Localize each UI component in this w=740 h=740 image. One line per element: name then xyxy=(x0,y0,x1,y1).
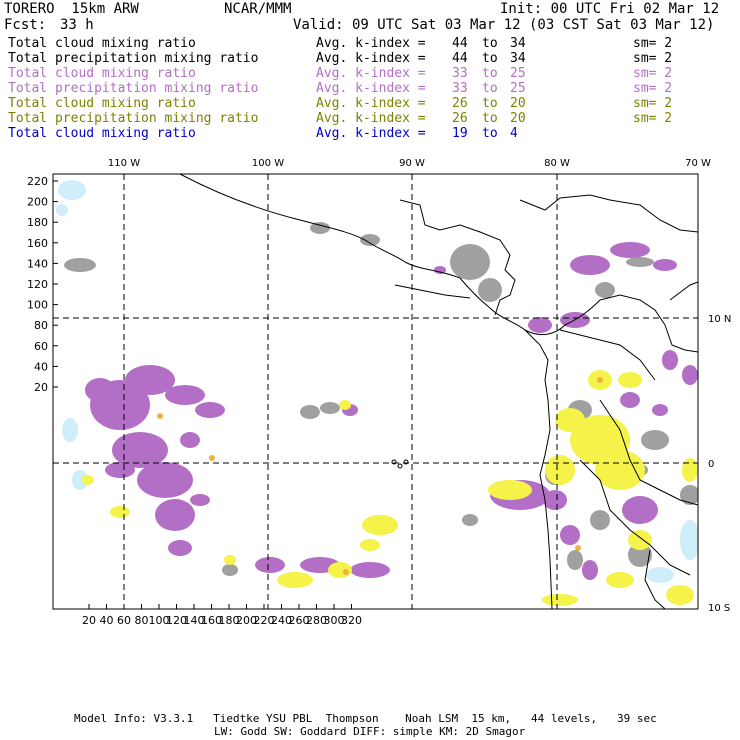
model-info-line1: Model Info: V3.3.1 Tiedtke YSU PBL Thomp… xyxy=(74,712,657,725)
legend-stat: Avg. k-index = xyxy=(316,96,426,111)
x-tick-label: 40 xyxy=(100,614,114,627)
lon-label: 90 W xyxy=(399,158,425,169)
lon-label: 80 W xyxy=(544,158,570,169)
legend-to-word: to xyxy=(482,126,498,141)
model-title: TORERO 15km ARW xyxy=(4,1,139,17)
legend-stat: Avg. k-index = xyxy=(316,126,426,141)
legend-to-word: to xyxy=(482,96,498,111)
x-tick-label: 160 xyxy=(201,614,222,627)
orange-core-field xyxy=(157,377,603,575)
center-name: NCAR/MMM xyxy=(224,1,292,17)
gray-cloud-field xyxy=(64,222,698,588)
legend-field: Total cloud mixing ratio xyxy=(8,96,196,111)
x-tick-label: 240 xyxy=(271,614,292,627)
y-tick-label: 20 xyxy=(34,381,48,394)
lightblue-cloud-field xyxy=(56,180,698,583)
y-tick-label: 160 xyxy=(27,237,48,250)
legend-to: 20 xyxy=(510,96,526,111)
init-time: Init: 00 UTC Fri 02 Mar 12 xyxy=(500,1,720,17)
y-tick-label: 60 xyxy=(34,340,48,353)
y-tick-label: 40 xyxy=(34,360,48,373)
legend-to: 20 xyxy=(510,111,526,126)
legend-from: 33 xyxy=(452,81,468,96)
x-tick-label: 20 xyxy=(82,614,96,627)
y-tick-label: 100 xyxy=(27,299,48,312)
forecast-hours: 33 h xyxy=(60,17,94,33)
x-tick-label: 80 xyxy=(135,614,149,627)
legend-to-word: to xyxy=(482,66,498,81)
legend-to: 34 xyxy=(510,36,526,51)
legend-stat: Avg. k-index = xyxy=(316,66,426,81)
legend-to: 4 xyxy=(510,126,518,141)
forecast-label: Fcst: xyxy=(4,17,47,33)
x-tick-label: 100 xyxy=(149,614,170,627)
legend-from: 44 xyxy=(452,36,468,51)
legend-sm: sm= 2 xyxy=(633,96,673,111)
x-tick-label: 280 xyxy=(306,614,327,627)
legend-sm: sm= 2 xyxy=(633,111,673,126)
coastline xyxy=(179,174,698,609)
galapagos-islands xyxy=(391,459,409,469)
x-tick-label: 320 xyxy=(341,614,362,627)
lat-label: 10 N xyxy=(708,314,731,325)
lat-lon-grid xyxy=(53,174,698,609)
x-tick-label: 200 xyxy=(236,614,257,627)
legend-sm: sm= 2 xyxy=(633,81,673,96)
legend-to: 34 xyxy=(510,51,526,66)
x-tick-label: 140 xyxy=(184,614,205,627)
legend-to-word: to xyxy=(482,111,498,126)
legend-from: 26 xyxy=(452,96,468,111)
purple-cloud-field xyxy=(85,242,698,580)
y-tick-label: 120 xyxy=(27,278,48,291)
legend-sm: sm= 2 xyxy=(633,51,673,66)
legend-field: Total precipitation mixing ratio xyxy=(8,111,259,126)
model-info-line2: LW: Godd SW: Goddard DIFF: simple KM: 2D… xyxy=(214,725,526,738)
legend-stat: Avg. k-index = xyxy=(316,111,426,126)
x-tick-label: 180 xyxy=(219,614,240,627)
plot-frame xyxy=(52,173,699,610)
lat-label: 0 xyxy=(708,459,714,470)
x-tick-label: 260 xyxy=(289,614,310,627)
y-tick-label: 180 xyxy=(27,216,48,229)
legend-stat: Avg. k-index = xyxy=(316,81,426,96)
lon-label: 100 W xyxy=(252,158,284,169)
lon-label: 110 W xyxy=(108,158,140,169)
legend-to-word: to xyxy=(482,51,498,66)
legend-to: 25 xyxy=(510,81,526,96)
lat-label: 10 S xyxy=(708,603,730,614)
x-tick-label: 60 xyxy=(117,614,131,627)
legend-from: 33 xyxy=(452,66,468,81)
legend-field: Total precipitation mixing ratio xyxy=(8,51,259,66)
x-tick-label: 220 xyxy=(254,614,275,627)
legend-to-word: to xyxy=(482,81,498,96)
legend-stat: Avg. k-index = xyxy=(316,51,426,66)
y-tick-label: 200 xyxy=(27,196,48,209)
lon-label: 70 W xyxy=(685,158,711,169)
legend-field: Total precipitation mixing ratio xyxy=(8,81,259,96)
legend-field: Total cloud mixing ratio xyxy=(8,126,196,141)
legend-stat: Avg. k-index = xyxy=(316,36,426,51)
legend-sm: sm= 2 xyxy=(633,66,673,81)
legend-from: 44 xyxy=(452,51,468,66)
legend-from: 19 xyxy=(452,126,468,141)
y-tick-label: 220 xyxy=(27,175,48,188)
legend-field: Total cloud mixing ratio xyxy=(8,66,196,81)
y-tick-label: 140 xyxy=(27,257,48,270)
valid-time: Valid: 09 UTC Sat 03 Mar 12 (03 CST Sat … xyxy=(293,17,715,33)
x-tick-label: 120 xyxy=(166,614,187,627)
legend-field: Total cloud mixing ratio xyxy=(8,36,196,51)
y-tick-label: 80 xyxy=(34,319,48,332)
legend-to: 25 xyxy=(510,66,526,81)
legend-from: 26 xyxy=(452,111,468,126)
yellow-cloud-field xyxy=(82,370,698,606)
legend-sm: sm= 2 xyxy=(633,36,673,51)
legend-to-word: to xyxy=(482,36,498,51)
x-tick-label: 300 xyxy=(324,614,345,627)
